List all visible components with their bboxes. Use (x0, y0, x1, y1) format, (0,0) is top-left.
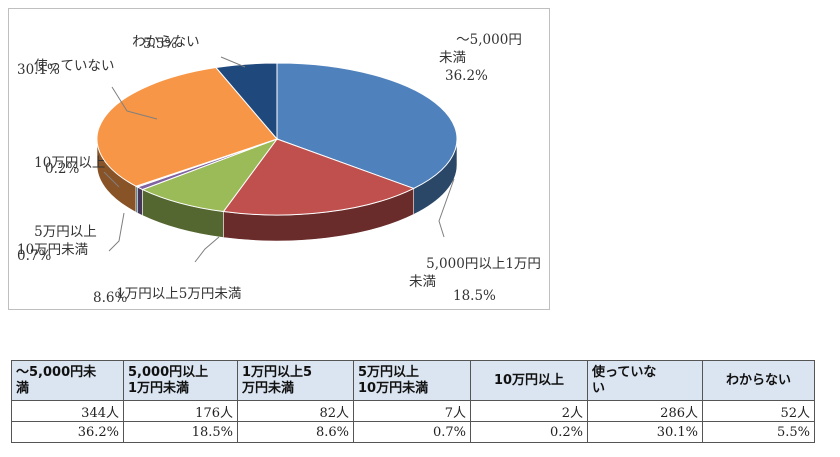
slice-label: ～5,000円 未満 (439, 32, 522, 66)
table-row-counts: 344人 176人 82人 7人 2人 286人 52人 (11, 400, 815, 422)
slice-pct: 36.2% (445, 68, 488, 84)
slice-label: 5,000円以上1万円 未満 (409, 256, 541, 290)
label-unused: 使っていない 30.1% (17, 39, 115, 111)
table-header: わからない (702, 360, 815, 401)
label-over-100k: 10万円以上 0.2% (17, 136, 105, 208)
slice-label: 10万円以上 (34, 155, 106, 171)
percent-cell: 0.7% (353, 421, 471, 443)
slice-pct: 0.7% (17, 248, 52, 264)
leader-line (103, 171, 120, 188)
leader-line (220, 56, 246, 68)
table-header-row: ～5,000円未 満 5,000円以上 1万円未満 1万円以上5 万円未満 5万… (11, 360, 815, 401)
slice-pct: 5.5% (143, 36, 178, 52)
percent-cell: 36.2% (11, 421, 124, 443)
pie-chart-graphic (96, 56, 458, 263)
slice-label: 5万円以上 10万円未満 (17, 224, 97, 258)
leader-line (111, 86, 158, 120)
pie-slice (96, 66, 278, 187)
data-table: ～5,000円未 満 5,000円以上 1万円未満 1万円以上5 万円未満 5万… (11, 360, 815, 443)
pie-slice-side (137, 186, 143, 216)
pie-slice (276, 62, 458, 189)
pie-chart: わからない 5.5% 使っていない 30.1% ～5,000円 未満 36.2%… (8, 8, 550, 310)
slice-pct: 8.6% (93, 290, 128, 306)
table-header: 5,000円以上 1万円未満 (123, 360, 238, 401)
percent-cell: 30.1% (587, 421, 703, 443)
label-5000-10k: 5,000円以上1万円 未満 18.5% (409, 237, 541, 327)
leader-line (194, 236, 220, 263)
table-row-percents: 36.2% 18.5% 8.6% 0.7% 0.2% 30.1% 5.5% (11, 421, 815, 443)
table-header: ～5,000円未 満 (11, 360, 124, 401)
percent-cell: 5.5% (702, 421, 815, 443)
label-wakaranai: わからない 5.5% (115, 15, 200, 87)
pie-slice (141, 137, 279, 213)
table-header: 5万円以上 10万円未満 (353, 360, 471, 401)
slice-pct: 30.1% (17, 62, 60, 78)
table-header: 10万円以上 (470, 360, 588, 401)
slice-label: わからない (132, 34, 200, 50)
count-cell: 82人 (237, 400, 354, 422)
pie-slice (222, 138, 415, 216)
count-cell: 344人 (11, 400, 124, 422)
count-cell: 52人 (702, 400, 815, 422)
label-under-5000: ～5,000円 未満 36.2% (439, 13, 522, 103)
percent-cell: 8.6% (237, 421, 354, 443)
slice-label: 使っていない (34, 58, 115, 74)
percent-cell: 18.5% (123, 421, 238, 443)
leader-line (108, 212, 125, 252)
percent-cell: 0.2% (470, 421, 588, 443)
table-header: 1万円以上5 万円未満 (237, 360, 354, 401)
count-cell: 7人 (353, 400, 471, 422)
count-cell: 2人 (470, 400, 588, 422)
pie-slice (214, 62, 278, 141)
count-cell: 286人 (587, 400, 703, 422)
leader-line (438, 178, 455, 238)
label-50k-100k: 5万円以上 10万円未満 0.7% (17, 205, 97, 295)
count-cell: 176人 (123, 400, 238, 422)
table-header: 使っていな い (587, 360, 703, 401)
slice-pct: 18.5% (453, 288, 496, 304)
slice-label: 1万円以上5万円未満 (116, 286, 242, 302)
label-10k-50k: 1万円以上5万円未満 8.6% (93, 267, 242, 339)
slice-pct: 0.2% (45, 161, 80, 177)
